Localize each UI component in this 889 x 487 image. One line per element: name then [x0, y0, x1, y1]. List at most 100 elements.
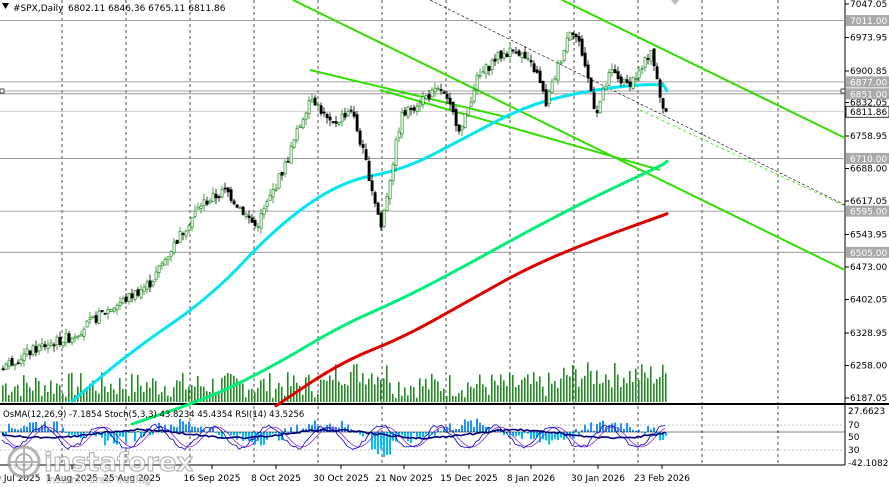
candle-body — [559, 61, 563, 64]
candle-body — [301, 119, 305, 129]
candle-body — [361, 144, 365, 148]
candle-body — [472, 89, 476, 102]
volume-bar — [371, 373, 373, 402]
volume-bar — [545, 396, 547, 402]
osma-bar — [194, 426, 196, 432]
osma-bar — [278, 432, 280, 441]
candle-body — [1, 368, 5, 371]
trend-channels[interactable] — [292, 0, 846, 271]
volume-bar — [107, 391, 109, 402]
osma-bar — [512, 432, 514, 436]
candle-body — [73, 336, 77, 339]
osma-bar — [635, 430, 637, 432]
osma-bar — [128, 432, 130, 433]
candle-body — [268, 194, 272, 201]
osma-bar — [227, 432, 229, 434]
candle-body — [79, 334, 83, 337]
price-marker-box — [846, 205, 889, 217]
osma-bar — [581, 429, 583, 432]
osma-bar — [38, 427, 40, 432]
volume-bar — [77, 386, 79, 402]
candle-body — [517, 50, 521, 56]
candle-body — [307, 100, 311, 115]
osma-bar — [521, 432, 523, 440]
candle-body — [601, 88, 605, 101]
osma-bar — [176, 427, 178, 432]
volume-bar — [644, 372, 646, 402]
osma-bar — [389, 432, 391, 455]
osma-bar — [617, 427, 619, 432]
osma-bar — [182, 421, 184, 432]
candle-body — [586, 64, 590, 79]
indicator-series — [1, 418, 667, 457]
osma-bar — [107, 432, 109, 441]
volume-bar — [575, 369, 577, 402]
candle-body — [190, 217, 194, 228]
volume-bar — [101, 372, 103, 402]
candle-body — [205, 200, 209, 205]
volume-bar — [638, 380, 640, 402]
osma-bar — [413, 432, 415, 434]
candle-body — [535, 69, 539, 73]
candle-body — [292, 139, 296, 148]
candle-body — [229, 189, 233, 201]
candle-body — [178, 230, 182, 243]
osma-bar — [584, 424, 586, 432]
candle-body — [571, 32, 575, 35]
channel-line-lower — [292, 0, 846, 271]
osma-bar — [308, 424, 310, 432]
volume-bar — [131, 373, 133, 402]
candle-body — [199, 205, 203, 210]
main-plot-area[interactable] — [0, 0, 845, 403]
candle-body — [334, 121, 338, 124]
candle-body — [649, 50, 653, 62]
osma-bar — [218, 432, 220, 436]
volume-bar — [191, 385, 193, 402]
volume-bar — [515, 387, 517, 402]
candle-body — [136, 289, 140, 296]
volume-bar — [335, 364, 337, 402]
price-marker-label: 6811.86 — [850, 108, 887, 118]
candle-body — [280, 172, 284, 176]
volume-bar — [617, 374, 619, 402]
osma-bar — [242, 432, 244, 441]
price-tick-label: 6473.00 — [850, 263, 887, 273]
price-tick-label: 6258.00 — [850, 361, 887, 371]
volume-bar — [71, 372, 73, 402]
level-handle — [0, 88, 5, 94]
candle-body — [310, 99, 314, 103]
osma-bar — [11, 427, 13, 432]
candle-body — [277, 173, 281, 189]
candle-body — [562, 49, 566, 61]
candle-body — [94, 315, 98, 323]
volume-bar — [623, 377, 625, 402]
volume-bar — [269, 373, 271, 402]
osma-bar — [5, 432, 7, 436]
osma-bar — [623, 428, 625, 432]
price-marker-box — [846, 246, 889, 258]
volume-bar — [146, 382, 148, 402]
candle-body — [613, 69, 617, 74]
osma-bar — [224, 430, 226, 432]
candle-body — [34, 346, 38, 353]
osma-bar — [29, 422, 31, 432]
volume-bar — [488, 394, 490, 402]
price-markers: 7011.00 6877.00 6851.00 6811.86 6710.00 6595.… — [845, 15, 889, 259]
candle-body — [106, 309, 110, 314]
volume-bar — [347, 385, 349, 402]
candle-body — [112, 307, 116, 312]
volume-bar — [164, 386, 166, 402]
candle-body — [532, 63, 536, 73]
osma-bar — [539, 432, 541, 443]
candle-body — [454, 109, 458, 126]
candle-body — [67, 333, 71, 343]
candle-body — [661, 98, 665, 109]
collapse-arrow-icon[interactable] — [2, 3, 9, 9]
scroll-marker-icon[interactable] — [671, 0, 679, 5]
volume-bar — [233, 375, 235, 402]
candle-body — [340, 113, 344, 123]
candle-body — [100, 310, 104, 312]
candle-body — [313, 97, 317, 106]
candle-body — [223, 187, 227, 190]
